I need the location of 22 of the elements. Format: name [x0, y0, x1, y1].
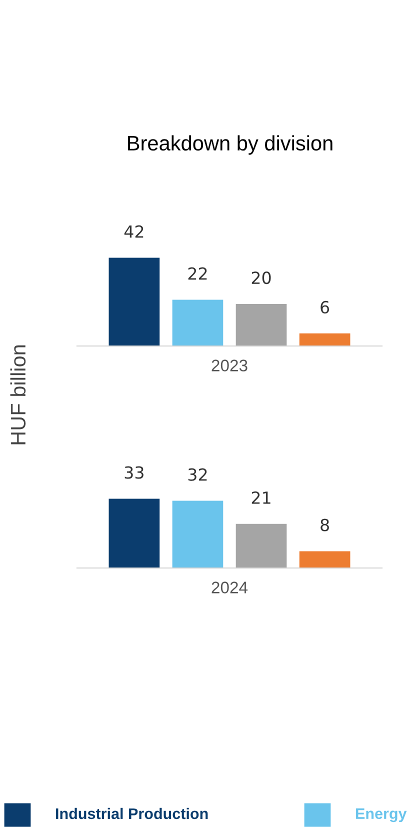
bar — [172, 500, 224, 568]
bar — [108, 498, 160, 568]
bar — [108, 258, 160, 346]
data-label: 20 — [252, 271, 271, 284]
data-label: 6 — [320, 300, 330, 314]
bar — [299, 551, 350, 568]
x-axis-title: 2023 — [212, 360, 248, 372]
text: Energy — [356, 808, 407, 822]
bar — [236, 304, 287, 346]
data-label: 21 — [252, 491, 270, 504]
data-label: 8 — [320, 518, 329, 532]
bar — [236, 524, 287, 568]
data-label: 42 — [124, 225, 144, 238]
text: Industrial Production — [56, 808, 208, 820]
data-label: 32 — [188, 468, 207, 481]
chart-title: Breakdown by division — [128, 135, 332, 155]
bar — [299, 333, 350, 346]
y-axis-title: HUF billion — [10, 345, 26, 444]
bar — [172, 300, 224, 346]
x-axis-title: 2024 — [212, 582, 248, 594]
data-label: 33 — [124, 466, 144, 479]
data-label: 22 — [188, 267, 207, 280]
